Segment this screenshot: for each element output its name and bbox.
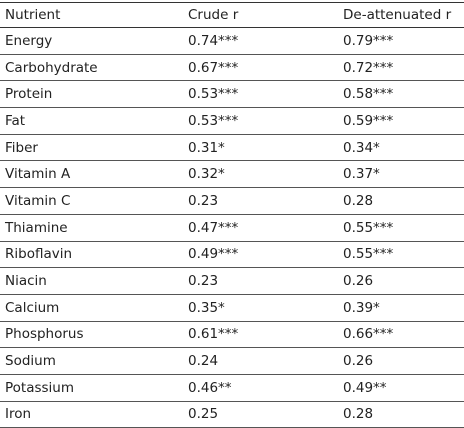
table-row: Riboflavin 0.49*** 0.55***	[0, 241, 464, 269]
cell-nutrient: Calcium	[0, 294, 184, 322]
cell-nutrient: Potassium	[0, 374, 184, 402]
cell-crude-r: 0.32*	[184, 160, 343, 189]
table-row: Potassium 0.46** 0.49**	[0, 374, 464, 402]
cell-nutrient: Carbohydrate	[0, 54, 184, 82]
table-row: Energy 0.74*** 0.79***	[0, 27, 464, 55]
table-row: Protein 0.53*** 0.58***	[0, 80, 464, 109]
table-header: Nutrient Crude r De-attenuated r	[0, 2, 464, 28]
cell-nutrient: Fat	[0, 107, 184, 135]
table-row: Sodium 0.24 0.26	[0, 347, 464, 375]
cell-nutrient: Thiamine	[0, 214, 184, 242]
cell-crude-r: 0.53***	[184, 80, 343, 109]
table-row: Niacin 0.23 0.26	[0, 267, 464, 295]
cell-nutrient: Phosphorus	[0, 321, 184, 349]
table-row: Iron 0.25 0.28	[0, 401, 464, 428]
table-row: Fiber 0.31* 0.34*	[0, 134, 464, 162]
cell-nutrient: Sodium	[0, 347, 184, 375]
header-nutrient: Nutrient	[0, 2, 184, 28]
cell-deattenuated-r: 0.49**	[343, 374, 464, 402]
table-body: Energy 0.74*** 0.79*** Carbohydrate 0.67…	[0, 27, 464, 428]
cell-crude-r: 0.53***	[184, 107, 343, 135]
cell-crude-r: 0.49***	[184, 241, 343, 269]
cell-deattenuated-r: 0.58***	[343, 80, 464, 109]
cell-nutrient: Energy	[0, 27, 184, 55]
cell-nutrient: Vitamin A	[0, 160, 184, 189]
cell-crude-r: 0.23	[184, 187, 343, 215]
table-row: Carbohydrate 0.67*** 0.72***	[0, 54, 464, 82]
cell-deattenuated-r: 0.79***	[343, 27, 464, 55]
cell-deattenuated-r: 0.55***	[343, 241, 464, 269]
cell-deattenuated-r: 0.37*	[343, 160, 464, 189]
cell-nutrient: Fiber	[0, 134, 184, 162]
cell-deattenuated-r: 0.59***	[343, 107, 464, 135]
cell-crude-r: 0.25	[184, 401, 343, 428]
cell-crude-r: 0.24	[184, 347, 343, 375]
cell-crude-r: 0.35*	[184, 294, 343, 322]
cell-nutrient: Vitamin C	[0, 187, 184, 215]
cell-nutrient: Iron	[0, 401, 184, 428]
cell-crude-r: 0.23	[184, 267, 343, 295]
cell-deattenuated-r: 0.39*	[343, 294, 464, 322]
table-row: Fat 0.53*** 0.59***	[0, 107, 464, 135]
cell-crude-r: 0.74***	[184, 27, 343, 55]
cell-crude-r: 0.31*	[184, 134, 343, 162]
cell-deattenuated-r: 0.66***	[343, 321, 464, 349]
cell-nutrient: Niacin	[0, 267, 184, 295]
cell-deattenuated-r: 0.26	[343, 267, 464, 295]
header-row: Nutrient Crude r De-attenuated r	[0, 2, 464, 28]
cell-deattenuated-r: 0.34*	[343, 134, 464, 162]
header-deattenuated-r: De-attenuated r	[343, 2, 464, 28]
cell-nutrient: Protein	[0, 80, 184, 109]
table-row: Calcium 0.35* 0.39*	[0, 294, 464, 322]
cell-deattenuated-r: 0.55***	[343, 214, 464, 242]
cell-crude-r: 0.47***	[184, 214, 343, 242]
cell-deattenuated-r: 0.72***	[343, 54, 464, 82]
header-crude-r: Crude r	[184, 2, 343, 28]
table-row: Vitamin A 0.32* 0.37*	[0, 160, 464, 189]
cell-deattenuated-r: 0.26	[343, 347, 464, 375]
table-row: Thiamine 0.47*** 0.55***	[0, 214, 464, 242]
cell-deattenuated-r: 0.28	[343, 187, 464, 215]
cell-deattenuated-r: 0.28	[343, 401, 464, 428]
cell-crude-r: 0.67***	[184, 54, 343, 82]
cell-nutrient: Riboflavin	[0, 241, 184, 269]
table-row: Phosphorus 0.61*** 0.66***	[0, 321, 464, 349]
cell-crude-r: 0.61***	[184, 321, 343, 349]
table-row: Vitamin C 0.23 0.28	[0, 187, 464, 215]
cell-crude-r: 0.46**	[184, 374, 343, 402]
